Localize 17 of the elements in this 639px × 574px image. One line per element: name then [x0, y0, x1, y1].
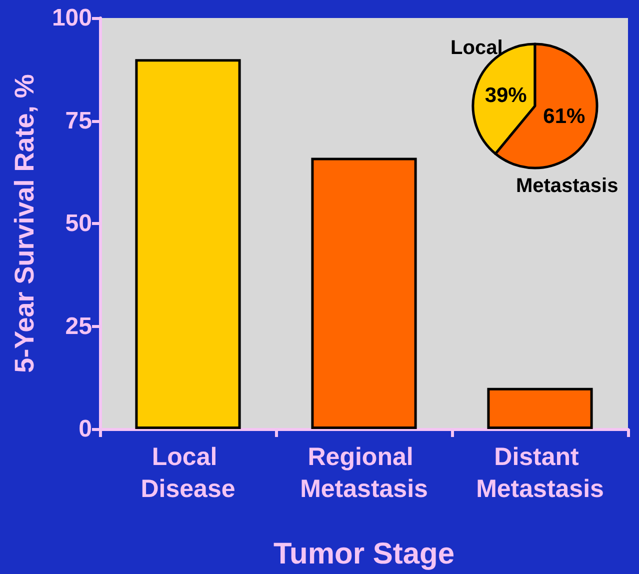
y-tick-label: 75 [65, 107, 92, 134]
x-tick-label: Local Disease [140, 443, 236, 503]
data-label: 61% [543, 105, 586, 128]
bar [487, 388, 593, 429]
y-tick-label: 50 [65, 210, 92, 237]
y-axis-title: 5-Year Survival Rate, % [10, 74, 40, 373]
x-tick-label: Regional Metastasis [300, 443, 428, 503]
y-tick-label: 25 [65, 312, 92, 340]
bar [311, 158, 417, 429]
data-label: 39% [484, 84, 528, 107]
x-tick-label: Distant Metastasis [476, 443, 604, 503]
y-tick-label: 0 [78, 416, 92, 442]
y-tick-label: 100 [52, 4, 92, 32]
slice-label: Local [450, 37, 503, 59]
slice-label: Metastasis [516, 175, 618, 197]
bar [135, 59, 241, 429]
x-axis-title: Tumor Stage [273, 538, 455, 570]
